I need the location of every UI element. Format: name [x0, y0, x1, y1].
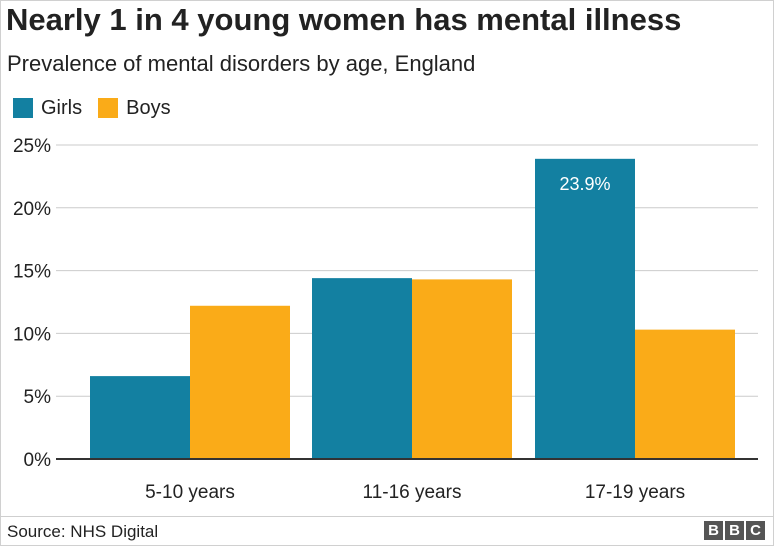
chart-subtitle: Prevalence of mental disorders by age, E…: [7, 51, 476, 76]
legend-swatch-girls: [13, 98, 33, 118]
data-label: 23.9%: [559, 174, 610, 194]
y-tick-label: 0%: [24, 450, 52, 471]
bbc-logo-letter: C: [746, 521, 765, 540]
bar-boys: [190, 305, 290, 459]
bar-chart: 0% 5% 10% 15% 20% 25% 5-10 years 11-16 years 17-…: [13, 136, 758, 503]
bar-girls: [312, 278, 412, 459]
x-tick-label: 17-19 years: [585, 482, 685, 503]
chart-title: Nearly 1 in 4 young women has mental ill…: [6, 2, 682, 37]
bbc-logo-letter: B: [704, 521, 723, 540]
x-tick-label: 5-10 years: [145, 482, 235, 503]
bbc-logo-letter: B: [725, 521, 744, 540]
bar-boys: [635, 329, 735, 459]
legend-item-boys: Boys: [98, 96, 171, 120]
bar-girls: [535, 158, 635, 460]
bar-girls: [90, 376, 190, 459]
source-note: Source: NHS Digital: [7, 522, 159, 541]
bbc-logo: B B C: [702, 521, 765, 540]
legend-label-boys: Boys: [126, 96, 171, 119]
legend-label-girls: Girls: [41, 96, 83, 119]
y-tick-label: 25%: [13, 136, 51, 157]
bar-boys: [412, 279, 512, 459]
footer-divider: [0, 516, 774, 517]
legend-item-girls: Girls: [13, 97, 82, 120]
x-tick-label: 11-16 years: [363, 482, 462, 503]
y-tick-label: 5%: [24, 387, 52, 408]
chart-legend: Girls Boys: [13, 97, 187, 119]
y-tick-label: 10%: [13, 324, 51, 345]
y-tick-label: 20%: [13, 199, 51, 220]
legend-swatch-boys: [98, 98, 119, 118]
y-tick-label: 15%: [13, 262, 51, 283]
